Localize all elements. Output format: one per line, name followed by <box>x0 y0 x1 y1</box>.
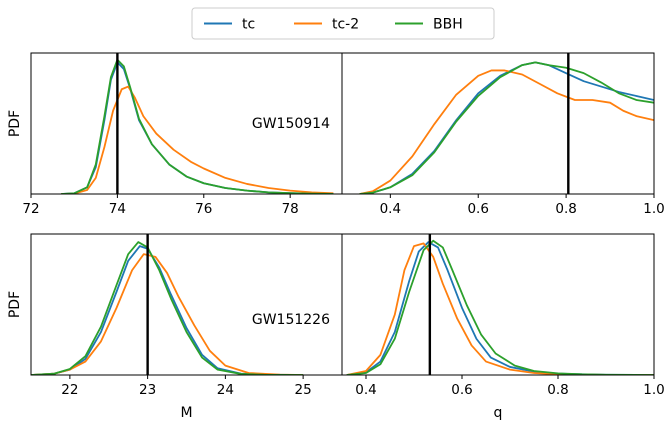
panel-gw150914-M: 72 74 76 78 PDF <box>7 52 343 217</box>
x-tick-label: 72 <box>22 201 39 217</box>
panel-gw151226-q: 0.4 0.6 0.8 1.0 q GW151226 <box>252 233 665 421</box>
legend: tc tc-2 BBH <box>191 7 495 40</box>
series-line-tc-2 <box>359 69 654 194</box>
axes-frame <box>341 233 655 376</box>
y-axis-label: PDF <box>7 291 23 318</box>
series-line-tc-2 <box>346 242 654 375</box>
series-line-tc-2 <box>31 253 304 375</box>
x-tick-label: 0.6 <box>467 201 488 217</box>
x-tick-label: 76 <box>195 201 212 217</box>
legend-box <box>191 7 495 40</box>
legend-label-tc-2: tc-2 <box>332 17 359 33</box>
x-tick-label: 25 <box>295 382 312 398</box>
x-tick-label: 0.4 <box>380 201 401 217</box>
series-line-tc-2 <box>61 85 334 194</box>
x-tick-label: 1.0 <box>643 201 664 217</box>
panel-gw150914-q: 0.4 0.6 0.8 1.0 GW150914 <box>252 52 665 217</box>
series-line-BBH <box>346 239 654 375</box>
y-axis-label: PDF <box>7 110 23 137</box>
x-tick-label: 0.4 <box>355 382 376 398</box>
axes-frame <box>30 233 343 376</box>
series-line-BBH <box>359 61 654 194</box>
x-tick-label: 22 <box>61 382 78 398</box>
x-axis-label: M <box>180 405 192 421</box>
series-line-tc <box>346 241 654 375</box>
x-tick-label: 24 <box>217 382 234 398</box>
x-tick-label: 23 <box>139 382 156 398</box>
x-tick-label: 1.0 <box>643 382 664 398</box>
x-tick-label: 0.8 <box>547 382 568 398</box>
series-line-BBH <box>61 58 334 194</box>
event-annotation: GW150914 <box>252 116 330 132</box>
event-annotation: GW151226 <box>252 312 330 328</box>
x-tick-label: 0.8 <box>555 201 576 217</box>
series-line-BBH <box>31 241 304 375</box>
x-tick-label: 74 <box>109 201 126 217</box>
axes-frame <box>341 52 655 195</box>
legend-label-BBH: BBH <box>433 17 463 33</box>
series-line-tc <box>31 245 304 375</box>
x-tick-label: 78 <box>282 201 299 217</box>
legend-label-tc: tc <box>242 17 255 33</box>
x-tick-label: 0.6 <box>451 382 472 398</box>
x-axis-label: q <box>494 405 503 421</box>
series-line-tc <box>359 61 654 194</box>
